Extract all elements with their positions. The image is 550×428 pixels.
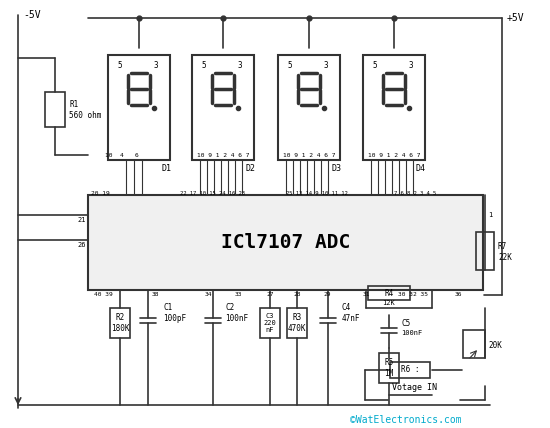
Text: 22 17 10 15 24 16 23: 22 17 10 15 24 16 23 — [180, 190, 245, 196]
Bar — [110, 308, 130, 338]
Bar — [379, 353, 399, 383]
Bar — [192, 55, 254, 160]
Text: Votage IN: Votage IN — [393, 383, 437, 392]
Text: +5V: +5V — [507, 13, 525, 23]
Text: 3: 3 — [153, 60, 158, 69]
Text: 3: 3 — [324, 60, 328, 69]
Text: C2
100nF: C2 100nF — [225, 303, 248, 323]
Text: R5
1M: R5 1M — [384, 358, 394, 377]
Text: D2: D2 — [245, 163, 255, 172]
Text: R6 :: R6 : — [401, 366, 419, 374]
Text: 12K: 12K — [383, 300, 395, 306]
Text: D1: D1 — [161, 163, 171, 172]
Text: 5: 5 — [202, 60, 206, 69]
Text: C5: C5 — [401, 318, 410, 327]
Bar — [108, 55, 170, 160]
Text: R4: R4 — [384, 288, 394, 297]
Text: 5: 5 — [118, 60, 122, 69]
Text: 5: 5 — [288, 60, 292, 69]
Text: 40 39: 40 39 — [94, 291, 112, 297]
Text: D4: D4 — [416, 163, 426, 172]
Bar — [260, 308, 280, 338]
Text: 10 9 1 2 4 6 7: 10 9 1 2 4 6 7 — [368, 152, 420, 158]
Bar — [390, 362, 430, 378]
Bar — [463, 330, 485, 358]
Text: 10 9 1 2 4 6 7: 10 9 1 2 4 6 7 — [283, 152, 336, 158]
Text: 31: 31 — [362, 291, 370, 297]
Text: -5V: -5V — [23, 10, 41, 20]
Text: 5: 5 — [373, 60, 377, 69]
Text: 33: 33 — [234, 291, 242, 297]
Text: C4
47nF: C4 47nF — [342, 303, 360, 323]
Text: 26: 26 — [78, 242, 86, 248]
Text: 29: 29 — [323, 291, 331, 297]
Text: 3: 3 — [238, 60, 243, 69]
Text: 100nF: 100nF — [401, 330, 422, 336]
Text: ©WatElectronics.com: ©WatElectronics.com — [350, 415, 462, 425]
Bar — [476, 232, 494, 270]
Text: 3: 3 — [409, 60, 413, 69]
Text: 20K: 20K — [488, 341, 502, 350]
Text: C3
220
nF: C3 220 nF — [263, 313, 276, 333]
Text: R1
560 ohm: R1 560 ohm — [69, 100, 101, 120]
Text: 21: 21 — [78, 217, 86, 223]
Text: 36: 36 — [454, 291, 462, 297]
Text: 38: 38 — [151, 291, 159, 297]
Text: 34: 34 — [204, 291, 212, 297]
Bar — [45, 92, 65, 127]
Text: R2
180K: R2 180K — [111, 313, 129, 333]
Text: ICl7107 ADC: ICl7107 ADC — [221, 233, 350, 252]
Text: 7 6 8 2 3 4 5: 7 6 8 2 3 4 5 — [394, 190, 436, 196]
Bar — [278, 55, 340, 160]
Bar — [287, 308, 307, 338]
Text: C1
100pF: C1 100pF — [163, 303, 186, 323]
Text: 28: 28 — [293, 291, 301, 297]
Text: 25 13 14 9 10 11 12: 25 13 14 9 10 11 12 — [286, 190, 348, 196]
Bar — [363, 55, 425, 160]
Text: 30 32 35: 30 32 35 — [398, 291, 428, 297]
Text: 27: 27 — [266, 291, 274, 297]
Text: 20 19: 20 19 — [91, 190, 109, 196]
Text: 10 9 1 2 4 6 7: 10 9 1 2 4 6 7 — [197, 152, 249, 158]
Bar — [368, 286, 410, 300]
Text: R7
22K: R7 22K — [498, 242, 512, 262]
Bar — [88, 195, 483, 290]
Text: D3: D3 — [331, 163, 341, 172]
Text: 1: 1 — [488, 212, 492, 218]
Text: R3
470K: R3 470K — [288, 313, 306, 333]
Text: 10  4   6: 10 4 6 — [105, 152, 139, 158]
